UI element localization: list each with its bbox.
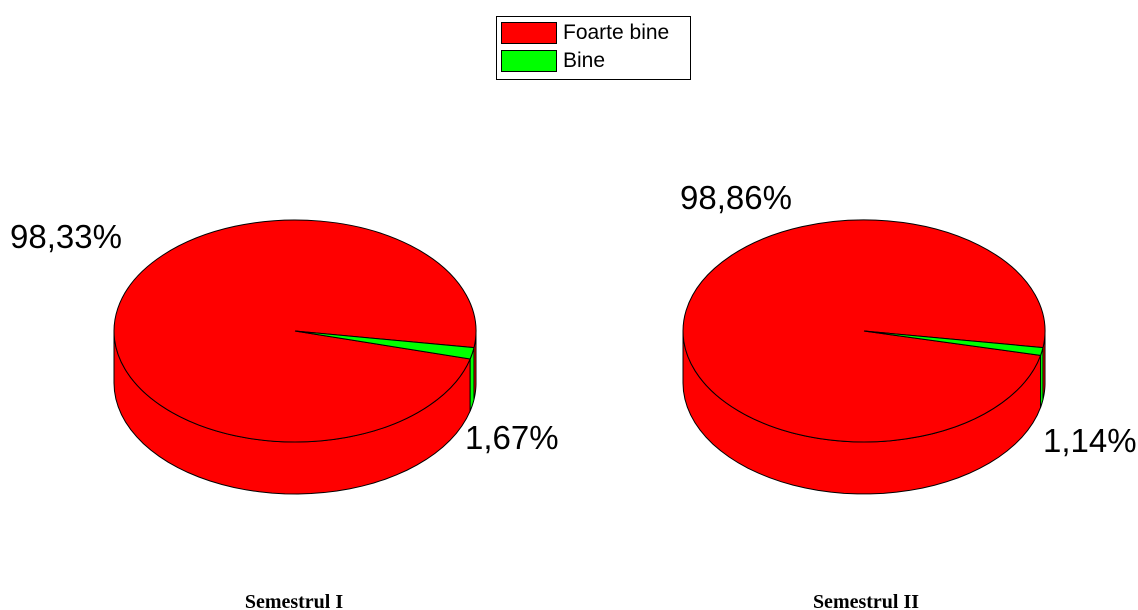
data-label-foarte-bine-sem2: 98,86%	[680, 179, 792, 216]
chart-title-semestrul-1: Semestrul I	[245, 591, 344, 610]
data-label-bine-sem2: 1,14%	[1043, 422, 1137, 459]
pie-side-bine	[1040, 347, 1044, 408]
chart-legend: Foarte bine Bine	[496, 16, 691, 80]
legend-label-foarte-bine: Foarte bine	[563, 21, 670, 44]
legend-label-bine: Bine	[563, 49, 606, 72]
pie-chart-semestrul-1	[113, 219, 477, 495]
legend-swatch-bine	[501, 50, 557, 72]
legend-item-bine: Bine	[501, 49, 605, 73]
data-label-bine-sem1: 1,67%	[465, 419, 559, 456]
pie-chart-semestrul-2	[682, 219, 1046, 495]
pie-slice-bine	[294, 330, 475, 360]
legend-item-foarte-bine: Foarte bine	[501, 21, 669, 45]
chart-title-semestrul-2: Semestrul II	[813, 591, 919, 610]
legend-swatch-foarte-bine	[501, 22, 557, 44]
data-label-foarte-bine-sem1: 98,33%	[10, 218, 122, 255]
pie-slice-bine	[863, 330, 1044, 356]
